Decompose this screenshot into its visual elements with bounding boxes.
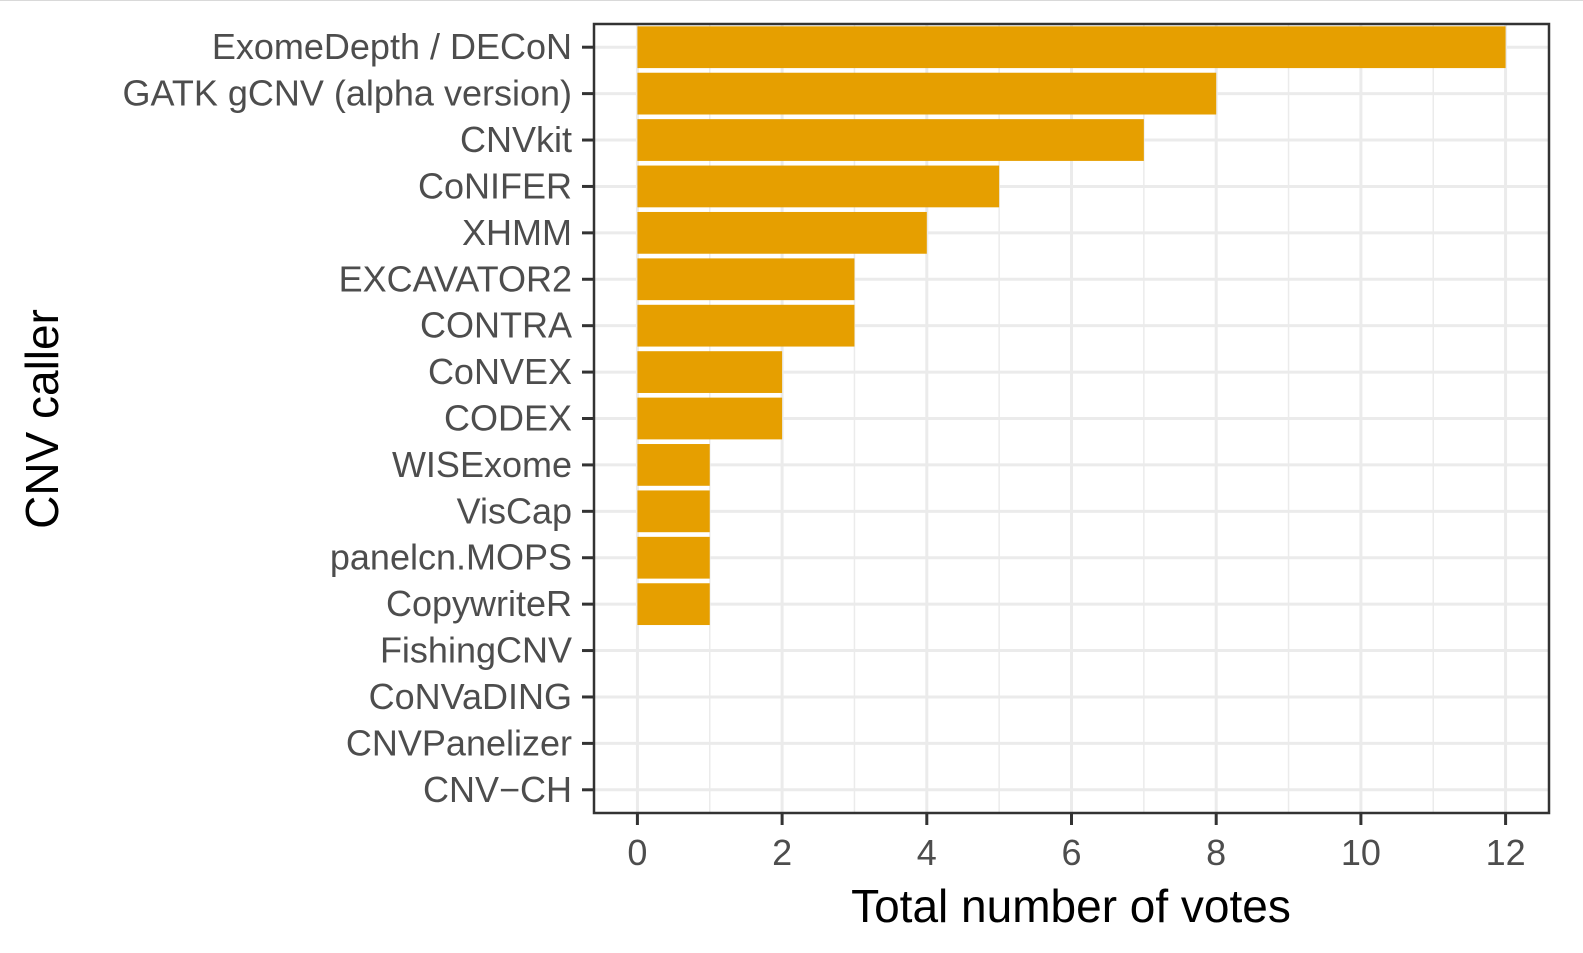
y-tick-label: panelcn.MOPS [330,537,572,578]
bar-convex [637,351,783,393]
y-tick-label: WISExome [392,444,572,485]
y-tick-label: CopywriteR [386,583,572,624]
y-tick-label: CODEX [444,398,572,439]
y-tick-label: VisCap [457,490,572,531]
bar-panelcn-mops [637,536,710,579]
y-tick-label: XHMM [462,212,572,253]
x-tick-label: 8 [1206,832,1226,873]
y-tick-label: CoNIFER [418,165,572,206]
bar-copywriter [637,583,710,626]
y-tick-label: CNVPanelizer [346,722,572,763]
x-tick-label: 0 [627,832,647,873]
y-axis: ExomeDepth / DECoN GATK gCNV (alpha versi… [123,26,594,810]
bar-excavator2 [637,258,855,301]
y-tick-label: GATK gCNV (alpha version) [123,73,573,114]
x-tick-label: 12 [1486,832,1526,873]
bar-contra [637,304,855,347]
x-tick-label: 6 [1061,832,1081,873]
bar-xhmm [637,211,927,254]
x-tick-label: 10 [1341,832,1381,873]
bar-wisexome [637,444,710,486]
y-tick-label: CNVkit [460,119,572,160]
y-tick-label: FishingCNV [380,630,572,671]
bar-conifer [637,165,1000,208]
y-tick-label: EXCAVATOR2 [339,258,572,299]
y-axis-title: CNV caller [16,309,68,529]
y-tick-label: CONTRA [420,305,572,346]
bar-cnvkit [637,119,1144,161]
bar-gatk-gcnv-alpha-version- [637,72,1217,115]
top-border-line [0,0,1583,1]
bar-viscap [637,490,710,533]
x-tick-label: 2 [772,832,792,873]
bar-codex [637,397,783,440]
y-tick-label: CoNVaDING [369,676,572,717]
bars-layer [637,26,1506,626]
x-tick-label: 4 [917,832,937,873]
y-tick-label: ExomeDepth / DECoN [212,26,572,67]
x-axis: 0 2 4 6 8 10 12 [627,813,1526,873]
y-tick-label: CNV−CH [423,769,572,810]
bar-exomedepth-decon [637,26,1506,69]
y-tick-label: CoNVEX [428,351,572,392]
x-axis-title: Total number of votes [851,880,1291,932]
